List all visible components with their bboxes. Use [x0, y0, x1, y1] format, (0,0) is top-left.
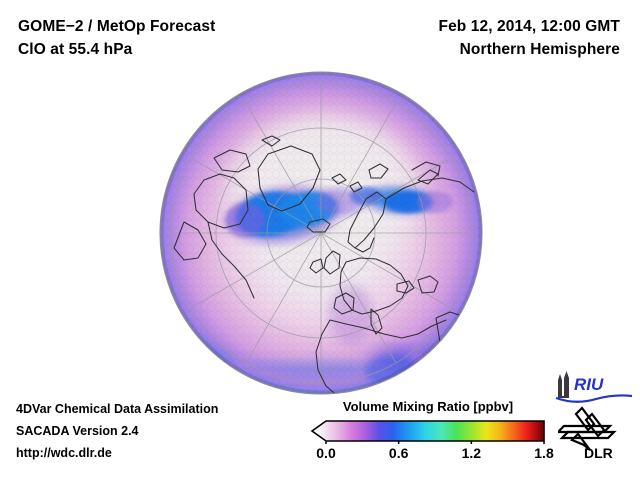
globe-contents [160, 72, 482, 394]
riu-swoosh-icon [555, 394, 633, 403]
orthographic-projection [159, 71, 483, 395]
valid-time-label: Feb 12, 2014, 12:00 GMT [438, 18, 620, 35]
colorbar-tick-label: 1.8 [534, 445, 554, 461]
dlr-wordmark: DLR [584, 445, 613, 461]
colorbar-gradient [310, 420, 545, 444]
website-link[interactable]: http://wdc.dlr.de [16, 446, 112, 460]
riu-wordmark: RIU [574, 375, 604, 394]
dlr-mark-icon [558, 406, 617, 451]
colorbar-tick-label: 1.2 [461, 445, 482, 461]
dlr-logo: DLR [558, 406, 617, 461]
coastlines [173, 135, 475, 394]
graticule [170, 82, 472, 384]
colorbar-tick-label: 0.6 [388, 445, 409, 461]
colorbar-tick-labels: 0.0 0.6 1.2 1.8 [308, 445, 553, 465]
page-subtitle: ClO at 55.4 hPa [18, 41, 133, 58]
globe-outline [159, 71, 483, 395]
colorbar-title: Volume Mixing Ratio [ppbv] [342, 399, 514, 414]
logo-group: RIU DLR [552, 370, 636, 466]
region-label: Northern Hemisphere [459, 41, 620, 58]
riu-tower-icon [558, 371, 569, 398]
colorbar-tick-label: 0.0 [316, 445, 336, 461]
method-label: 4DVar Chemical Data Assimilation [16, 402, 219, 416]
version-label: SACADA Version 2.4 [16, 424, 139, 438]
riu-logo: RIU [555, 371, 633, 403]
page-title: GOME−2 / MetOp Forecast [18, 18, 216, 35]
globe-map [150, 62, 492, 404]
colorbar: Volume Mixing Ratio [ppbv] 0.0 0.6 1.2 1.8 [308, 399, 554, 465]
